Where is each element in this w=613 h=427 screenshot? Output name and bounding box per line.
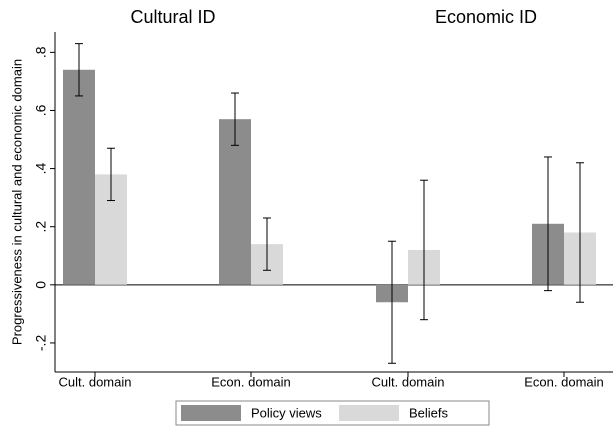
y-tick-label: .4 <box>33 163 49 175</box>
x-tick-label: Econ. domain <box>211 374 291 389</box>
panel-title: Economic ID <box>435 7 537 27</box>
y-tick-label: -.2 <box>33 335 49 352</box>
y-tick-label: .6 <box>33 104 49 116</box>
bar <box>63 69 95 285</box>
y-axis-label: Progressiveness in cultural and economic… <box>9 59 24 345</box>
y-tick-label: .2 <box>33 221 49 233</box>
x-tick-label: Econ. domain <box>524 374 604 389</box>
panel-title: Cultural ID <box>130 7 215 27</box>
legend-label: Beliefs <box>409 405 449 420</box>
legend-swatch <box>339 405 399 421</box>
x-tick-label: Cult. domain <box>372 374 445 389</box>
legend-label: Policy views <box>251 405 322 420</box>
x-tick-label: Cult. domain <box>59 374 132 389</box>
y-tick-label: .8 <box>33 46 49 58</box>
legend-swatch <box>181 405 241 421</box>
y-tick-label: 0 <box>33 281 49 289</box>
bar <box>219 119 251 285</box>
